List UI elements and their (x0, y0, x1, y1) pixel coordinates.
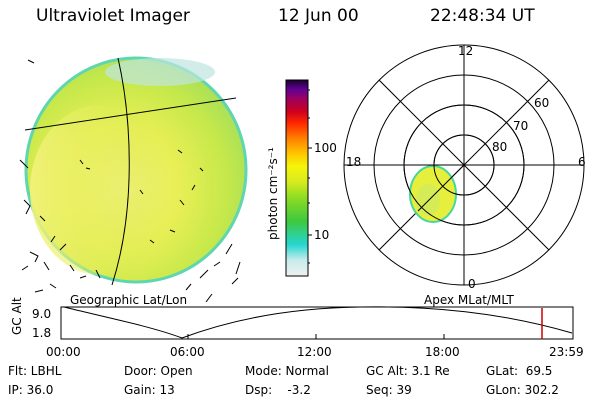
lat-60-label: 60 (534, 96, 550, 110)
info-mode: Mode: Normal (245, 364, 329, 378)
info-glon: GLon: 302.2 (486, 383, 559, 397)
altitude-plot (60, 306, 574, 340)
alt-y-bottom: 1.8 (32, 326, 52, 340)
colorbar (285, 79, 312, 277)
altitude-curve (63, 306, 573, 339)
mlt-18-label: 18 (346, 155, 362, 169)
info-gain: Gain: 13 (124, 383, 175, 397)
info-gc-alt: GC Alt: 3.1 Re (366, 364, 450, 378)
polar-plot (343, 44, 585, 286)
x-tick-0600: 06:00 (170, 345, 205, 359)
time-label: 22:48:34 UT (430, 6, 535, 26)
info-seq: Seq: 39 (366, 383, 412, 397)
x-tick-0000: 00:00 (46, 345, 81, 359)
parallel-line (24, 97, 237, 131)
alt-y-top: 9.0 (32, 307, 52, 321)
apex-label: Apex MLat/MLT (424, 293, 514, 307)
geographic-image (19, 56, 248, 302)
mlt-6-label: 6 (578, 155, 586, 169)
mlt-12-label: 12 (458, 44, 474, 58)
info-dsp: Dsp: -3.2 (245, 383, 311, 397)
instrument-title: Ultraviolet Imager (36, 6, 190, 26)
lat-80-label: 80 (492, 140, 508, 154)
x-tick-1200: 12:00 (297, 345, 332, 359)
info-glat: GLat: 69.5 (486, 364, 553, 378)
info-flt: Flt: LBHL (8, 364, 62, 378)
colorbar-tick-10: 10 (314, 228, 330, 242)
alt-ylabel: GC Alt (10, 297, 24, 335)
x-tick-1800: 18:00 (425, 345, 460, 359)
info-door: Door: Open (124, 364, 193, 378)
coastline-dashes (19, 59, 241, 302)
lat-70-label: 70 (513, 119, 529, 133)
info-ip: IP: 36.0 (8, 383, 54, 397)
date-label: 12 Jun 00 (278, 6, 359, 26)
mlt-0-label: 0 (468, 277, 476, 291)
meridian-line (111, 57, 130, 286)
colorbar-tick-100: 100 (314, 141, 337, 155)
geographic-label: Geographic Lat/Lon (70, 293, 188, 307)
x-tick-2359: 23:59 (549, 345, 584, 359)
colorbar-unit-label: photon cm⁻²s⁻¹ (266, 147, 280, 240)
